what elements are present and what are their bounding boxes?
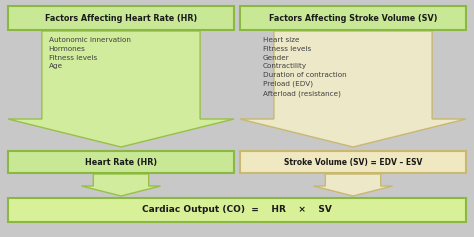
Text: Factors Affecting Stroke Volume (SV): Factors Affecting Stroke Volume (SV): [269, 14, 437, 23]
Text: Heart size
Fitness levels
Gender
Contractility
Duration of contraction
Preload (: Heart size Fitness levels Gender Contrac…: [263, 37, 346, 96]
Polygon shape: [8, 31, 234, 147]
Text: Heart Rate (HR): Heart Rate (HR): [85, 158, 157, 167]
Text: Stroke Volume (SV) = EDV – ESV: Stroke Volume (SV) = EDV – ESV: [284, 158, 422, 167]
Polygon shape: [82, 174, 161, 196]
FancyBboxPatch shape: [8, 151, 234, 173]
Polygon shape: [240, 31, 466, 147]
FancyBboxPatch shape: [8, 6, 234, 30]
Text: Autonomic innervation
Hormones
Fitness levels
Age: Autonomic innervation Hormones Fitness l…: [49, 37, 130, 69]
Polygon shape: [313, 174, 392, 196]
Text: Factors Affecting Heart Rate (HR): Factors Affecting Heart Rate (HR): [45, 14, 197, 23]
FancyBboxPatch shape: [240, 151, 466, 173]
Text: Cardiac Output (CO)  =    HR    ×    SV: Cardiac Output (CO) = HR × SV: [142, 205, 332, 214]
FancyBboxPatch shape: [240, 6, 466, 30]
FancyBboxPatch shape: [8, 198, 466, 222]
